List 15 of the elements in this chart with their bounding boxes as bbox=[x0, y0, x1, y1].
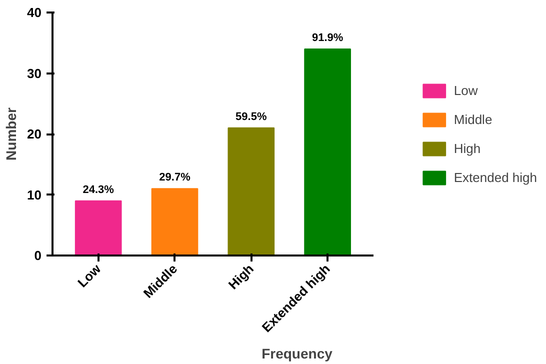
y-tick-label: 0 bbox=[34, 248, 42, 263]
legend-label: Low bbox=[454, 82, 478, 98]
y-tick-label: 10 bbox=[27, 187, 42, 202]
annotation: 29.7% bbox=[159, 172, 191, 184]
y-tick-label: 40 bbox=[27, 5, 42, 20]
legend-label: Extended high bbox=[454, 170, 537, 184]
y-tick-label: 20 bbox=[27, 126, 42, 142]
legend-label: Middle bbox=[454, 112, 492, 126]
annotation: 59.5% bbox=[236, 110, 267, 123]
y-axis-title: Number bbox=[3, 107, 20, 160]
legend-label: High bbox=[454, 140, 481, 156]
annotation: 91.9% bbox=[312, 32, 344, 44]
y-tick-label: 30 bbox=[27, 66, 42, 81]
annotation: 24.3% bbox=[82, 184, 114, 196]
x-axis-title: Frequency bbox=[262, 345, 333, 362]
